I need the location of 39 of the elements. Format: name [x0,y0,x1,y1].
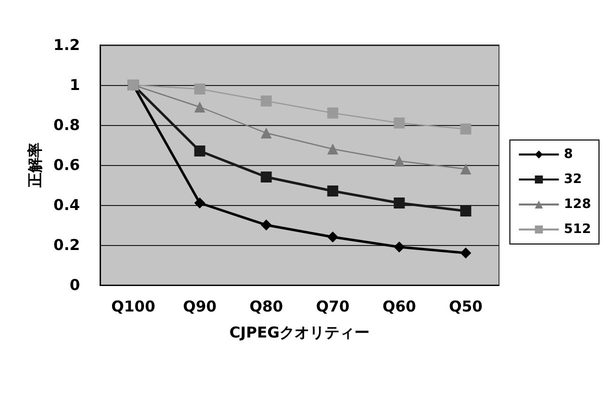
point [260,96,272,106]
point [260,220,272,230]
y-tick-label: 0.6 [53,156,80,174]
point [394,118,405,128]
point [260,128,272,138]
y-tick-label: 0.2 [53,236,80,254]
point [394,156,405,166]
point [327,186,338,196]
point [394,242,405,252]
x-tick-label: Q100 [111,298,156,316]
x-axis-title: CJPEGクオリティー [229,324,370,342]
point [194,146,206,156]
y-tick-label: 1.2 [53,36,80,54]
point [327,144,338,154]
legend-label: 8 [564,147,573,162]
legend-label: 128 [564,197,592,212]
legend-label: 32 [564,172,582,187]
y-axis-title: 正解率 [26,142,44,188]
y-tick-label: 0.8 [53,116,80,134]
point [394,198,405,208]
legend-label: 512 [564,222,592,237]
y-tick-label: 0.4 [53,196,80,214]
point [260,172,272,182]
x-tick-label: Q70 [316,298,350,316]
x-tick-label: Q80 [249,298,284,316]
x-tick-label: Q50 [448,298,483,316]
point [327,232,338,242]
point [194,102,206,112]
point [327,108,338,118]
y-tick-label: 0 [70,276,80,294]
point [460,164,472,174]
point [460,124,472,134]
x-tick-label: Q60 [382,298,416,316]
point [460,248,472,258]
point [194,84,206,94]
point [194,198,206,208]
point [460,206,472,216]
y-tick-label: 1 [70,76,80,94]
x-tick-label: Q90 [182,298,217,316]
